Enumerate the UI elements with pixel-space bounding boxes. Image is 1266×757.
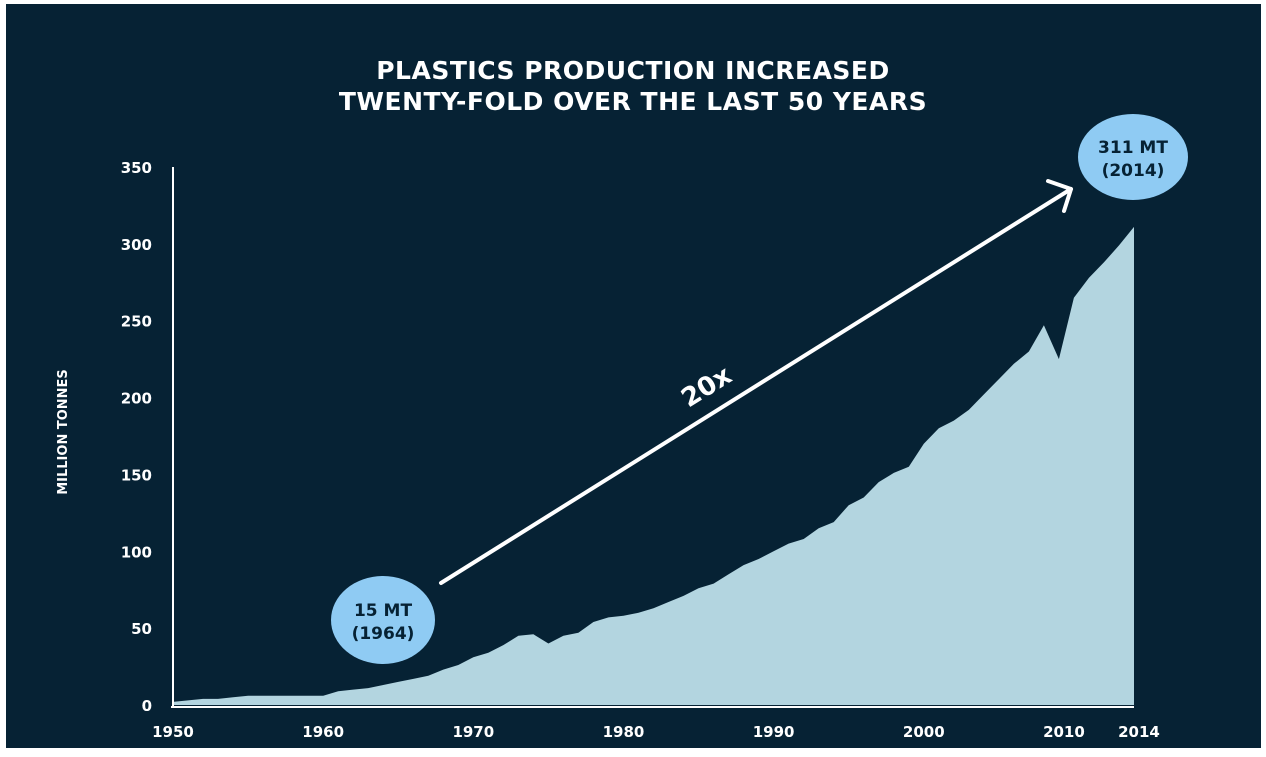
start-value-bubble-text: (1964) — [352, 624, 415, 644]
y-tick-label: 250 — [121, 313, 152, 331]
end-value-bubble-text: 311 MT — [1098, 138, 1168, 158]
x-tick-label: 1970 — [452, 723, 494, 741]
growth-arrow-head — [1046, 179, 1073, 213]
end-value-bubble — [1078, 114, 1188, 200]
end-value-bubble-text: (2014) — [1102, 161, 1165, 181]
x-tick-label: 1980 — [603, 723, 645, 741]
chart-title-line-2: TWENTY-FOLD OVER THE LAST 50 YEARS — [338, 87, 928, 116]
arrow-label: 20x — [676, 360, 737, 414]
x-tick-label: 1960 — [302, 723, 344, 741]
x-tick-label: 2014 — [1118, 723, 1160, 741]
y-tick-label: 300 — [121, 236, 152, 254]
y-tick-label: 0 — [142, 697, 152, 715]
chart-title-line-1: PLASTICS PRODUCTION INCREASED — [376, 56, 890, 85]
chart-title: PLASTICS PRODUCTION INCREASED TWENTY-FOL… — [0, 55, 1266, 117]
y-tick-label: 150 — [121, 466, 152, 484]
area-series — [173, 226, 1134, 705]
x-tick-label: 1990 — [753, 723, 795, 741]
y-tick-label: 50 — [131, 620, 152, 638]
y-tick-label: 200 — [121, 390, 152, 408]
y-axis-title: MILLION TONNES — [56, 369, 71, 495]
y-tick-label: 100 — [121, 543, 152, 561]
y-tick-label: 350 — [121, 159, 152, 177]
x-tick-label: 2010 — [1043, 723, 1085, 741]
start-value-bubble-text: 15 MT — [354, 601, 412, 621]
x-tick-label: 1950 — [152, 723, 194, 741]
x-tick-label: 2000 — [903, 723, 945, 741]
growth-arrow — [439, 187, 1073, 585]
start-value-bubble — [331, 576, 435, 664]
